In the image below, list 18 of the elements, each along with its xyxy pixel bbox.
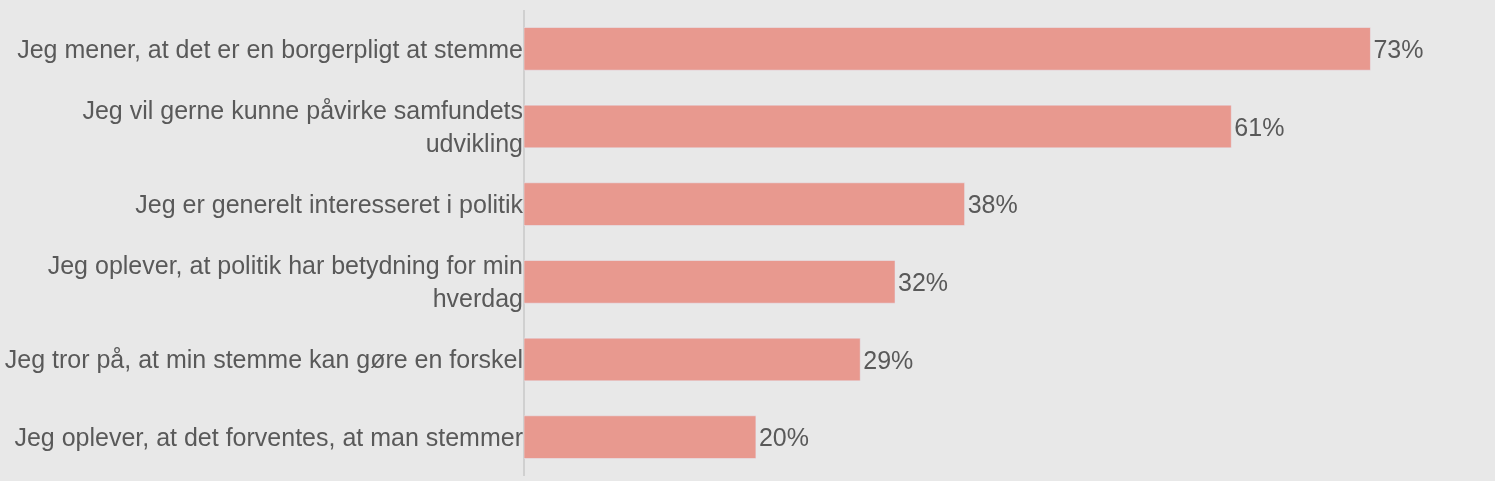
y-tick-label: Jeg mener, at det er en borgerpligt at stemme bbox=[17, 34, 523, 63]
data-label: 61% bbox=[1234, 112, 1285, 141]
bar bbox=[524, 27, 1371, 71]
bar bbox=[524, 337, 861, 382]
y-tick-label: Jeg tror på, at min stemme kan gøre en forskel bbox=[4, 345, 523, 374]
bar bbox=[524, 104, 1232, 149]
data-label: 32% bbox=[898, 267, 949, 296]
bar bbox=[524, 415, 757, 459]
data-label: 29% bbox=[863, 345, 914, 374]
bar bbox=[524, 182, 965, 226]
y-tick-label: Jeg vil gerne kunne påvirke samfundets udvikling bbox=[82, 96, 523, 157]
y-tick-label: Jeg oplever, at politik har betydning for min hverdag bbox=[47, 251, 523, 312]
y-tick-label: Jeg er generelt interesseret i politik bbox=[135, 189, 524, 218]
bar bbox=[524, 260, 896, 304]
data-label: 73% bbox=[1373, 34, 1424, 63]
data-label: 38% bbox=[967, 190, 1018, 219]
y-tick-label: Jeg oplever, at det forventes, at man stemmer bbox=[14, 422, 523, 451]
data-label: 20% bbox=[758, 423, 809, 452]
